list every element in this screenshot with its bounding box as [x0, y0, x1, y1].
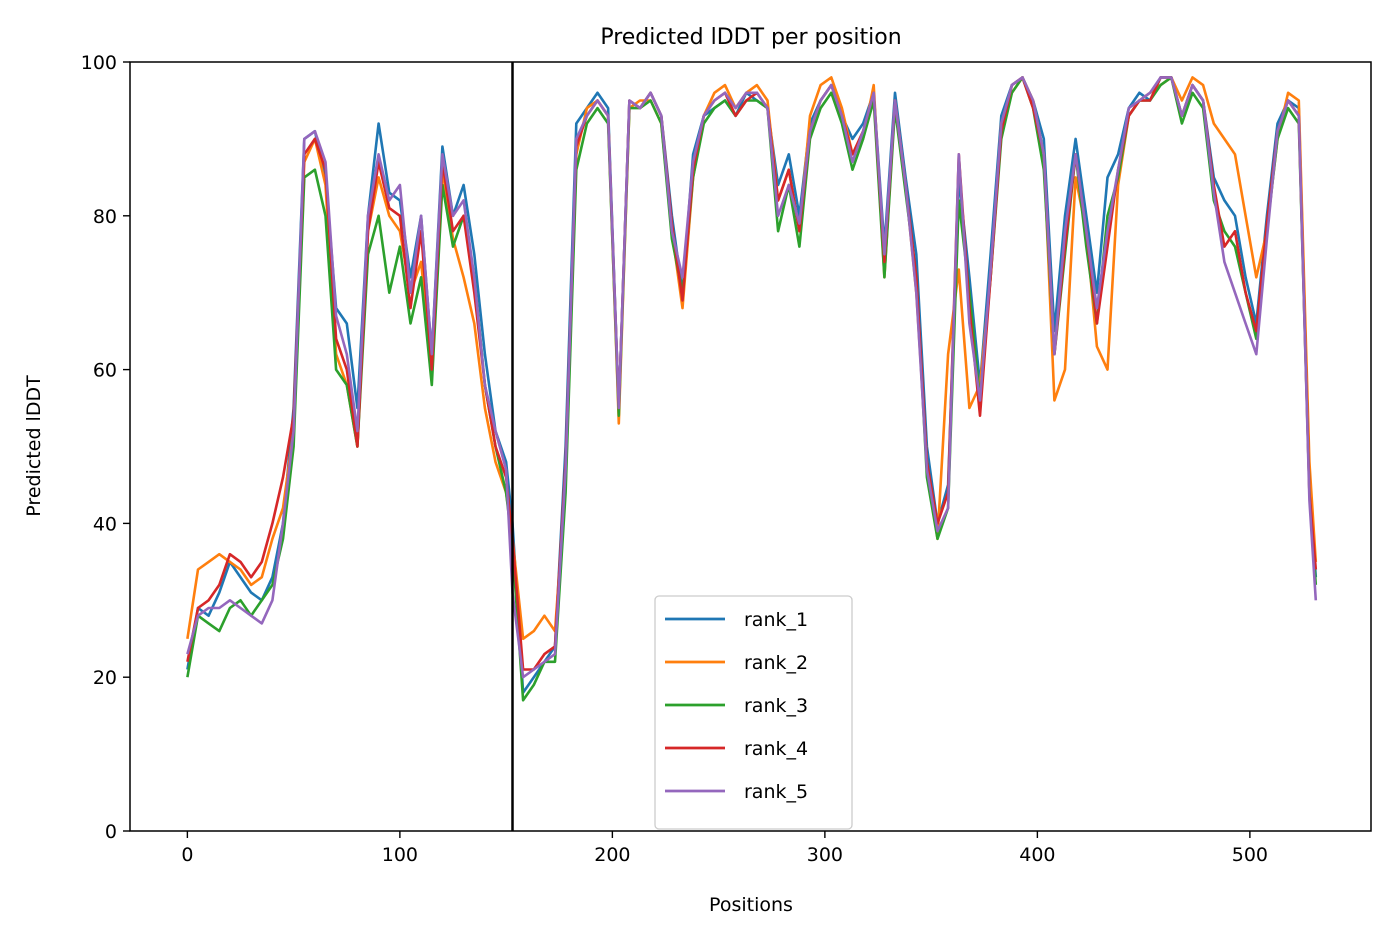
plot-area-frame — [129, 61, 1372, 832]
legend-label-rank_3: rank_3 — [744, 695, 808, 717]
legend-label-rank_4: rank_4 — [744, 738, 808, 760]
y-tick-label: 20 — [93, 667, 117, 689]
series-line-rank_4 — [186, 76, 1318, 671]
x-tick-label: 200 — [594, 844, 630, 866]
x-tick-label: 400 — [1019, 844, 1055, 866]
x-axis-label: Positions — [709, 894, 793, 916]
legend-label-rank_5: rank_5 — [744, 781, 808, 803]
legend-label-rank_1: rank_1 — [744, 609, 808, 631]
x-axis-ticks: 0 100 200 300 400 500 — [181, 831, 1268, 866]
x-tick-label: 0 — [181, 844, 193, 866]
legend-label-rank_2: rank_2 — [744, 652, 808, 674]
legend: rank_1 rank_2 rank_3 rank_4 rank_5 — [654, 595, 853, 830]
y-tick-label: 100 — [81, 52, 117, 74]
x-tick-label: 300 — [807, 844, 843, 866]
chart-title: Predicted lDDT per position — [600, 25, 901, 50]
y-axis-label: Predicted lDDT — [23, 375, 45, 517]
y-axis-ticks: 0 20 40 60 80 100 — [81, 52, 130, 843]
plot-lines — [186, 76, 1318, 702]
legend-box — [654, 595, 853, 830]
y-tick-label: 60 — [93, 360, 117, 382]
y-tick-label: 0 — [105, 821, 117, 843]
y-tick-label: 40 — [93, 513, 117, 535]
series-line-rank_5 — [186, 76, 1318, 679]
x-tick-label: 500 — [1232, 844, 1268, 866]
y-tick-label: 80 — [93, 206, 117, 228]
x-tick-label: 100 — [382, 844, 418, 866]
